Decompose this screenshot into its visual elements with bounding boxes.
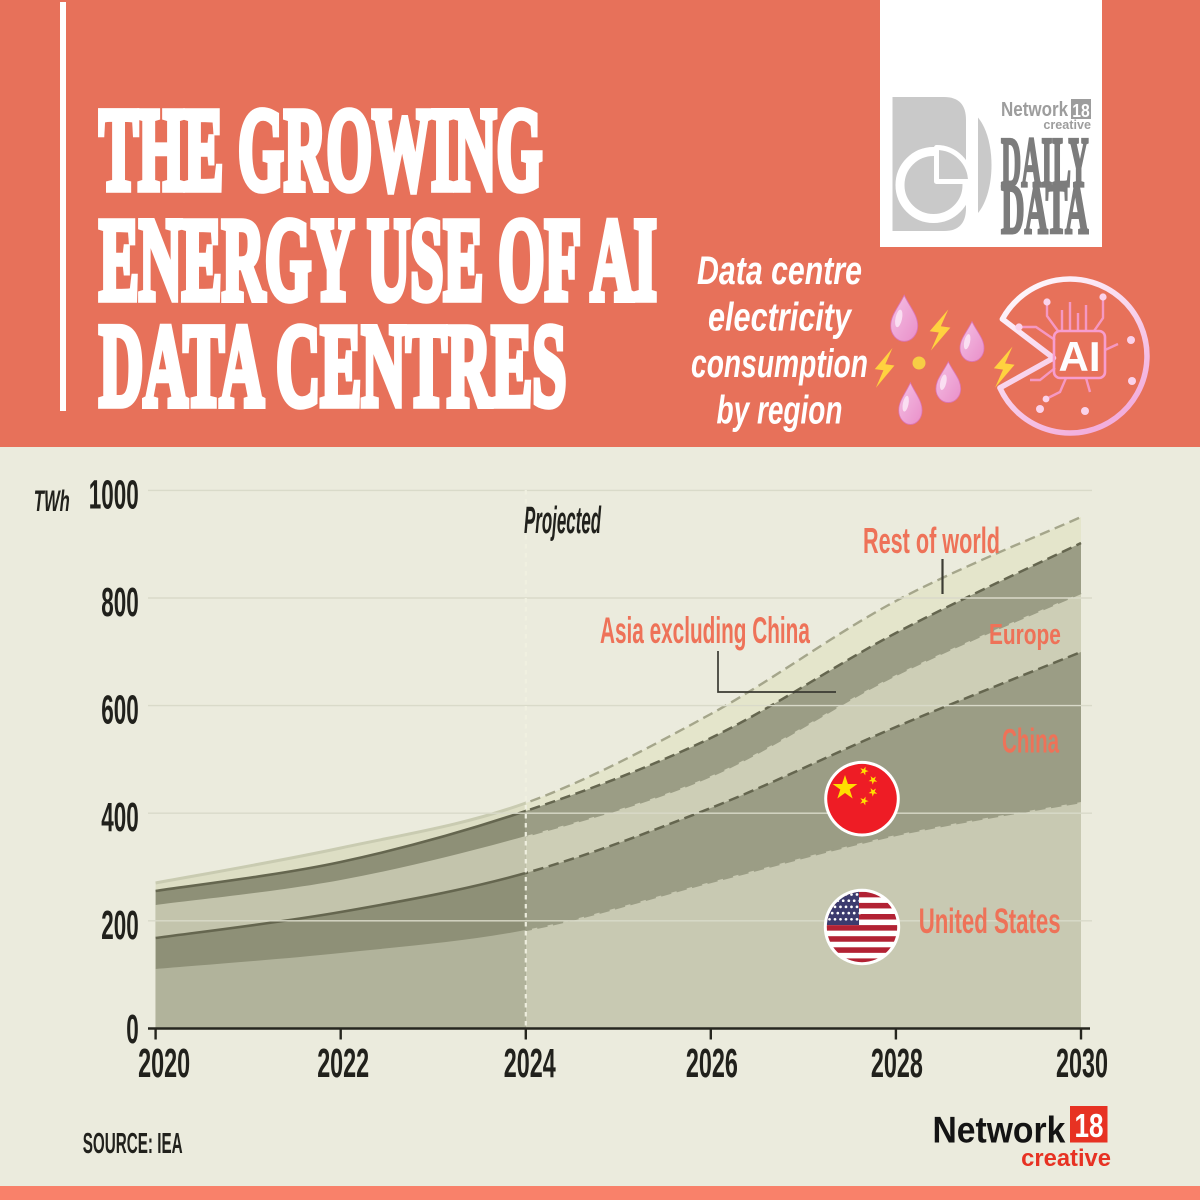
svg-text:2028: 2028 [871, 1041, 923, 1086]
svg-text:THE GROWING: THE GROWING [99, 85, 542, 215]
svg-text:United States: United States [919, 902, 1061, 941]
svg-text:2022: 2022 [317, 1041, 369, 1086]
svg-text:1000: 1000 [89, 472, 139, 518]
svg-text:Asia excluding China: Asia excluding China [600, 611, 810, 652]
svg-text:Network: Network [933, 1110, 1066, 1151]
svg-text:by region: by region [717, 389, 843, 433]
svg-text:Projected: Projected [524, 499, 602, 542]
svg-text:2024: 2024 [504, 1041, 556, 1086]
svg-text:Rest of world: Rest of world [863, 521, 1000, 561]
svg-text:China: China [1002, 722, 1059, 760]
svg-text:Data centre: Data centre [697, 248, 862, 293]
svg-text:200: 200 [101, 903, 138, 949]
svg-text:800: 800 [101, 580, 138, 626]
svg-text:electricity: electricity [708, 295, 853, 340]
svg-text:ENERGY USE OF AI: ENERGY USE OF AI [99, 196, 657, 326]
svg-text:DATA CENTRES: DATA CENTRES [99, 301, 566, 431]
svg-text:600: 600 [101, 688, 138, 734]
svg-text:creative: creative [1043, 117, 1091, 132]
svg-text:400: 400 [101, 795, 138, 841]
svg-text:18: 18 [1072, 100, 1090, 121]
svg-text:2026: 2026 [686, 1041, 738, 1086]
svg-text:2030: 2030 [1056, 1041, 1108, 1086]
svg-text:consumption: consumption [691, 342, 868, 386]
svg-text:DATA: DATA [1001, 170, 1089, 247]
svg-text:2020: 2020 [138, 1041, 190, 1086]
svg-text:Europe: Europe [989, 619, 1061, 651]
svg-text:TWh: TWh [34, 485, 70, 518]
svg-text:SOURCE: IEA: SOURCE: IEA [83, 1127, 183, 1160]
svg-text:DAILY: DAILY [1001, 123, 1089, 202]
svg-text:0: 0 [126, 1007, 138, 1053]
svg-text:creative: creative [1021, 1145, 1111, 1172]
svg-text:18: 18 [1075, 1107, 1104, 1144]
svg-text:AI: AI [1059, 333, 1101, 380]
svg-text:Network: Network [1001, 98, 1069, 121]
